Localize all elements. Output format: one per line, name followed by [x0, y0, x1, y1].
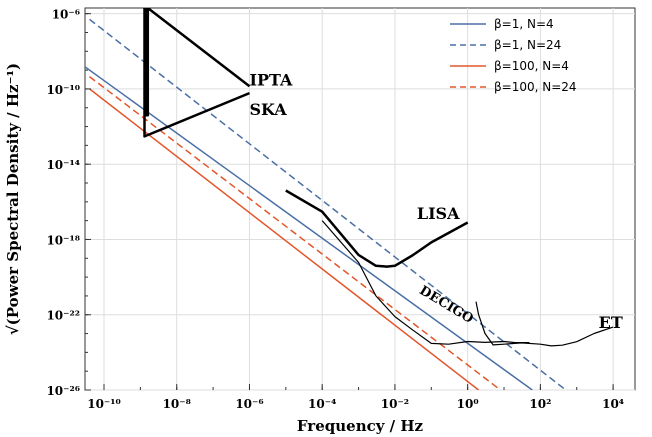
y-tick-label: 10⁻⁶	[52, 8, 80, 22]
x-tick-label: 10⁻⁶	[235, 397, 263, 411]
legend: β=1, N=4 β=1, N=24 β=100, N=4 β=100, N=24	[450, 17, 577, 94]
x-tick-label: 10⁻¹⁰	[87, 397, 121, 411]
x-tick-label: 10⁻⁴	[308, 397, 336, 411]
x-tick-label: 10²	[529, 397, 551, 411]
series-line-2	[89, 88, 480, 390]
legend-label-2: β=100, N=4	[494, 59, 569, 73]
legend-label-3: β=100, N=24	[494, 80, 577, 94]
legend-label-0: β=1, N=4	[494, 17, 554, 31]
x-axis-label: Frequency / Hz	[297, 417, 424, 435]
detector-label-et: ET	[599, 313, 623, 332]
series-line-1	[89, 18, 567, 390]
detector-label-ska: SKA	[249, 100, 287, 119]
detector-curve-decigo	[321, 220, 530, 345]
legend-label-1: β=1, N=24	[494, 38, 561, 52]
series-line-3	[89, 76, 501, 390]
axis-ticks: 10⁻¹⁰ 10⁻⁸ 10⁻⁶ 10⁻⁴ 10⁻² 10⁰ 10² 10⁴ 10⁻⁶ 10⁻¹⁰ 1…	[46, 8, 624, 411]
y-tick-label: 10⁻¹⁴	[46, 158, 80, 172]
x-tick-label: 10⁰	[457, 397, 479, 411]
curves	[85, 8, 614, 390]
x-tick-label: 10⁴	[602, 397, 624, 411]
x-tick-label: 10⁻⁸	[163, 397, 191, 411]
y-tick-label: 10⁻¹⁸	[46, 233, 80, 247]
x-tick-label: 10⁻²	[381, 397, 409, 411]
detector-label-ipta: IPTA	[249, 71, 293, 90]
detector-curve-ska	[143, 8, 250, 138]
series-line-0	[85, 66, 533, 390]
detector-label-lisa: LISA	[417, 204, 460, 223]
y-axis-label: √(Power Spectral Density / Hz⁻¹)	[4, 63, 22, 335]
y-tick-label: 10⁻²⁶	[46, 384, 80, 398]
y-tick-label: 10⁻¹⁰	[46, 83, 80, 97]
detector-curve-et	[475, 301, 614, 347]
y-tick-label: 10⁻²²	[46, 309, 80, 323]
detector-curve-lisa	[285, 189, 469, 268]
